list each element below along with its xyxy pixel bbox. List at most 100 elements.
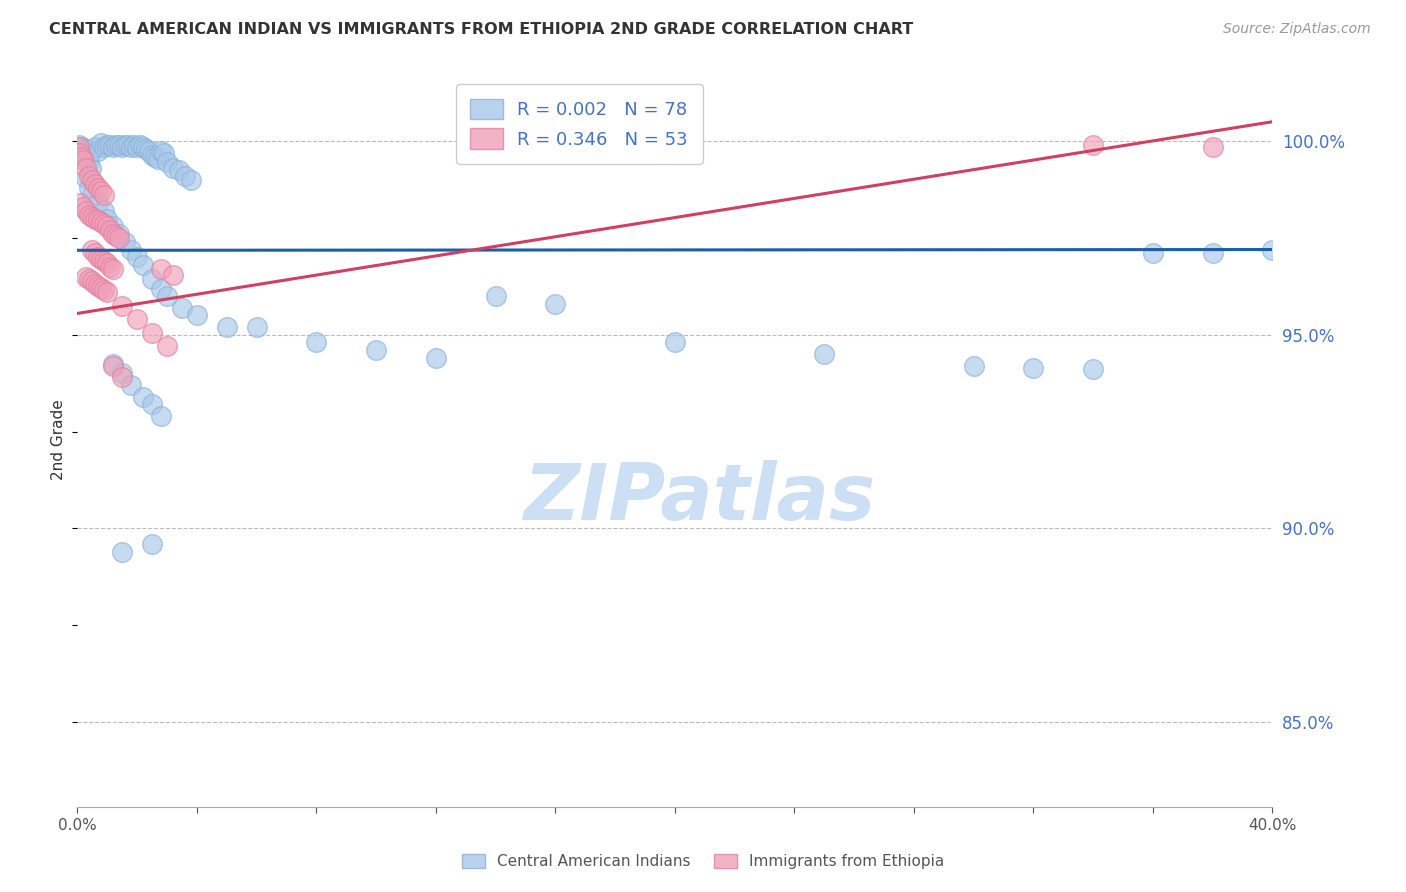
Point	[79, 155, 101, 169]
Point	[87, 250, 110, 264]
Point	[84, 246, 107, 260]
Point	[170, 301, 193, 315]
Point	[79, 208, 101, 222]
Legend: Central American Indians, Immigrants from Ethiopia: Central American Indians, Immigrants fro…	[456, 848, 950, 875]
Point	[93, 254, 115, 268]
Point	[82, 188, 104, 202]
Point	[93, 218, 115, 232]
Point	[98, 223, 121, 237]
Point	[103, 140, 124, 154]
Point	[813, 347, 835, 361]
Point	[146, 152, 169, 166]
Point	[180, 173, 202, 187]
Point	[69, 145, 91, 160]
Point	[96, 137, 118, 152]
Point	[93, 188, 115, 202]
Point	[75, 142, 97, 156]
Point	[80, 161, 103, 176]
Point	[108, 231, 131, 245]
Point	[120, 243, 142, 257]
Point	[141, 397, 163, 411]
Point	[141, 537, 163, 551]
Point	[127, 140, 149, 154]
Point	[167, 163, 190, 178]
Text: CENTRAL AMERICAN INDIAN VS IMMIGRANTS FROM ETHIOPIA 2ND GRADE CORRELATION CHART: CENTRAL AMERICAN INDIAN VS IMMIGRANTS FR…	[49, 22, 914, 37]
Point	[84, 140, 107, 154]
Point	[108, 227, 131, 241]
Point	[132, 258, 155, 272]
Y-axis label: 2nd Grade: 2nd Grade	[51, 399, 66, 480]
Point	[75, 203, 97, 218]
Point	[103, 357, 124, 371]
Point	[150, 282, 173, 296]
Point	[96, 285, 118, 300]
Point	[544, 297, 567, 311]
Point	[73, 147, 96, 161]
Point	[79, 169, 101, 183]
Point	[156, 289, 179, 303]
Point	[67, 137, 90, 152]
Point	[215, 320, 238, 334]
Point	[72, 200, 94, 214]
Point	[84, 177, 107, 191]
Point	[105, 137, 128, 152]
Point	[1142, 246, 1164, 260]
Point	[1022, 360, 1045, 375]
Point	[105, 229, 128, 244]
Point	[156, 339, 179, 353]
Point	[67, 140, 90, 154]
Point	[1083, 361, 1105, 376]
Point	[75, 170, 97, 185]
Point	[143, 150, 166, 164]
Point	[82, 210, 104, 224]
Point	[87, 213, 110, 227]
Point	[103, 261, 124, 276]
Point	[79, 271, 101, 285]
Point	[111, 544, 134, 558]
Point	[70, 150, 93, 164]
Point	[82, 144, 104, 158]
Point	[103, 227, 124, 241]
Legend: R = 0.002   N = 78, R = 0.346   N = 53: R = 0.002 N = 78, R = 0.346 N = 53	[456, 84, 703, 164]
Point	[1083, 137, 1105, 152]
Point	[87, 196, 110, 211]
Point	[93, 203, 115, 218]
Point	[132, 140, 155, 154]
Point	[120, 140, 142, 154]
Point	[82, 243, 104, 257]
Point	[186, 309, 208, 323]
Point	[141, 147, 163, 161]
Point	[1202, 246, 1225, 260]
Point	[114, 235, 136, 249]
Text: ZIPatlas: ZIPatlas	[523, 460, 875, 536]
Point	[153, 145, 176, 160]
Point	[82, 173, 104, 187]
Point	[87, 180, 110, 194]
Point	[75, 269, 97, 284]
Point	[963, 359, 986, 373]
Point	[114, 137, 136, 152]
Point	[87, 144, 110, 158]
Point	[96, 256, 118, 270]
Point	[141, 271, 163, 285]
Point	[366, 343, 388, 358]
Point	[1202, 140, 1225, 154]
Point	[1261, 243, 1284, 257]
Point	[111, 370, 134, 384]
Point	[84, 211, 107, 226]
Point	[69, 196, 91, 211]
Point	[90, 252, 112, 267]
Point	[90, 136, 112, 150]
Point	[150, 261, 173, 276]
Point	[156, 155, 179, 169]
Point	[120, 378, 142, 392]
Point	[162, 161, 184, 176]
Point	[96, 211, 118, 226]
Point	[75, 161, 97, 176]
Point	[664, 335, 686, 350]
Point	[90, 281, 112, 295]
Point	[111, 140, 134, 154]
Point	[72, 153, 94, 168]
Point	[129, 137, 152, 152]
Point	[162, 268, 184, 282]
